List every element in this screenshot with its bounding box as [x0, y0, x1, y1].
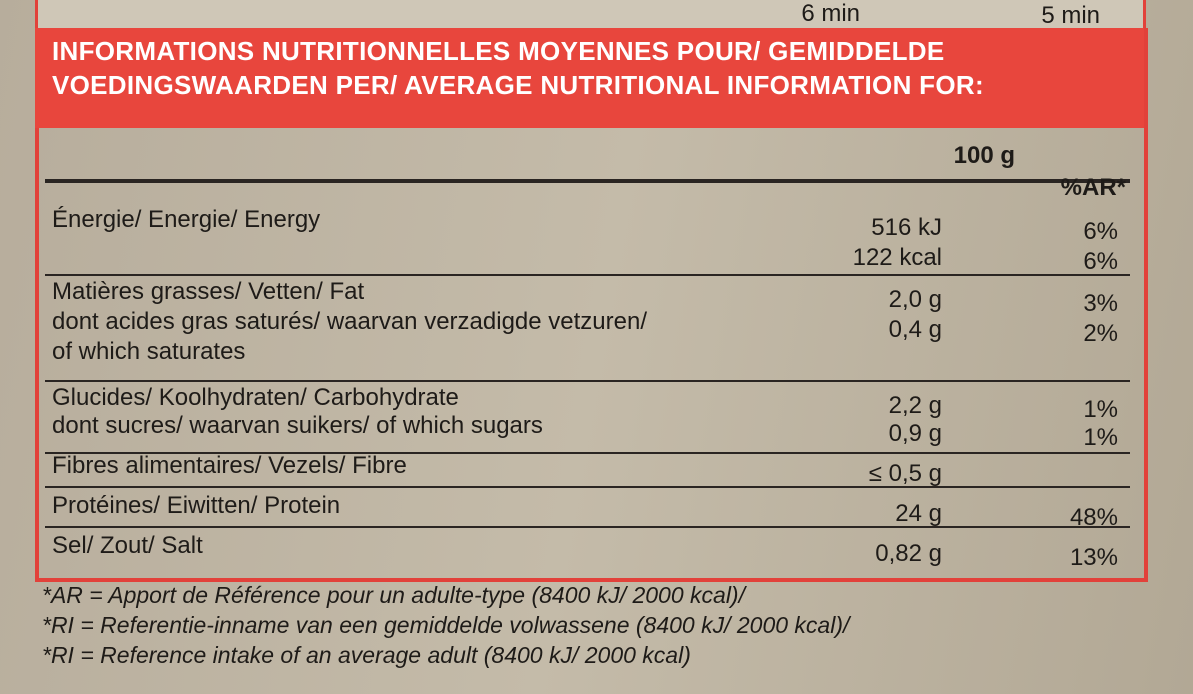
footnote: *AR = Apport de Référence pour un adulte…: [42, 582, 745, 608]
nutrient-label: Sel/ Zout/ Salt: [52, 532, 203, 559]
reference-intake: 1%: [1083, 396, 1118, 423]
amount: 0,82 g: [875, 540, 942, 567]
reference-intake: 3%: [1083, 290, 1118, 317]
amount: ≤ 0,5 g: [868, 460, 942, 487]
cooking-time: 6 min: [801, 0, 860, 27]
reference-intake: 13%: [1069, 544, 1118, 571]
amount: 516 kJ: [871, 214, 942, 241]
amount: 24 g: [895, 500, 942, 527]
footnote: *RI = Reference intake of an average adu…: [42, 642, 691, 668]
nutrient-label: Énergie/ Energie/ Energy: [52, 206, 321, 233]
column-header: 100 g: [953, 142, 1015, 169]
nutrient-label: dont acides gras saturés/ waarvan verzad…: [52, 308, 647, 335]
footnote: *RI = Referentie-inname van een gemiddel…: [42, 612, 850, 638]
amount: 122 kcal: [852, 244, 942, 271]
reference-intake: 6%: [1083, 218, 1118, 245]
amount: 2,2 g: [888, 392, 942, 419]
amount: 2,0 g: [888, 286, 942, 313]
rule: [45, 526, 1130, 528]
header-line: INFORMATIONS NUTRITIONNELLES MOYENNES PO…: [52, 36, 945, 66]
amount: 0,9 g: [888, 420, 942, 447]
reference-intake: 2%: [1083, 320, 1118, 347]
reference-intake: 6%: [1083, 248, 1118, 275]
rule: [45, 274, 1130, 276]
nutrient-label: dont sucres/ waarvan suikers/ of which s…: [52, 412, 543, 439]
rule: [45, 452, 1130, 454]
amount: 0,4 g: [888, 316, 942, 343]
nutrient-label: of which saturates: [52, 338, 246, 365]
cooking-time: 5 min: [1041, 2, 1100, 29]
nutrient-label: Matières grasses/ Vetten/ Fat: [52, 278, 365, 305]
header-band: [35, 28, 1144, 128]
reference-intake: 48%: [1069, 504, 1118, 531]
nutrient-label: Protéines/ Eiwitten/ Protein: [52, 492, 341, 519]
rule: [45, 179, 1130, 183]
rule: [45, 380, 1130, 382]
nutrient-label: Fibres alimentaires/ Vezels/ Fibre: [52, 452, 407, 479]
column-header: %AR*: [1060, 174, 1126, 201]
header-line: VOEDINGSWAARDEN PER/ AVERAGE NUTRITIONAL…: [52, 70, 984, 100]
reference-intake: 1%: [1083, 424, 1118, 451]
nutrient-label: Glucides/ Koolhydraten/ Carbohydrate: [52, 384, 459, 411]
rule: [45, 486, 1130, 488]
